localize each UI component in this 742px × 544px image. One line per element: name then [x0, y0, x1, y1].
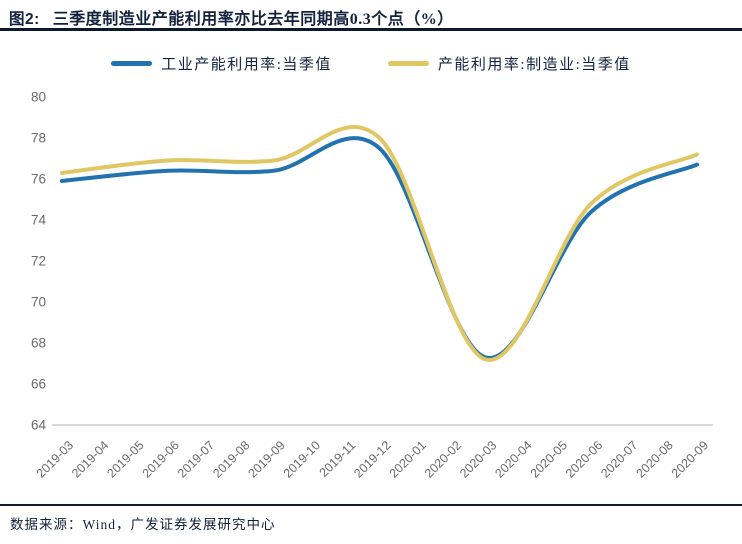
legend-item: 产能利用率:制造业:当季值 — [387, 53, 631, 74]
y-axis-tick-label: 78 — [31, 131, 46, 146]
x-axis-tick-label: 2019-07 — [175, 438, 217, 480]
capacity-utilization-line-chart: 6466687072747678802019-032019-042019-052… — [31, 90, 713, 481]
figure-title: 三季度制造业产能利用率亦比去年同期高0.3个点（%） — [52, 11, 454, 28]
legend-line-swatch — [111, 61, 153, 66]
data-source: 数据来源：Wind，广发证券发展研究中心 — [10, 517, 276, 532]
x-axis-tick-label: 2019-03 — [34, 438, 76, 480]
x-axis-tick-label: 2020-07 — [598, 438, 640, 480]
y-axis-tick-label: 68 — [31, 336, 46, 351]
footer-divider — [0, 504, 742, 506]
x-axis-tick-label: 2019-11 — [317, 438, 359, 480]
x-axis-tick-label: 2020-09 — [669, 438, 711, 480]
legend-line-swatch — [387, 61, 429, 66]
x-axis-tick-label: 2020-01 — [387, 438, 429, 480]
x-axis-tick-label: 2019-05 — [104, 438, 146, 480]
series-line — [60, 136, 699, 360]
x-axis-tick-label: 2019-12 — [351, 438, 393, 480]
x-axis-tick-label: 2020-04 — [492, 438, 534, 480]
x-axis-tick-label: 2020-08 — [633, 438, 675, 480]
legend-label: 产能利用率:制造业:当季值 — [437, 57, 631, 73]
y-axis-tick-label: 76 — [31, 172, 46, 187]
y-axis-tick-label: 74 — [31, 213, 47, 228]
y-axis-tick-label: 64 — [31, 418, 47, 433]
legend-item: 工业产能利用率:当季值 — [111, 53, 332, 74]
x-axis-tick-label: 2020-03 — [457, 438, 499, 480]
x-axis-tick-label: 2019-09 — [245, 438, 287, 480]
y-axis-tick-label: 80 — [31, 90, 46, 105]
x-axis-tick-label: 2020-02 — [422, 438, 464, 480]
x-axis-tick-label: 2019-06 — [140, 438, 182, 480]
y-axis-tick-label: 72 — [31, 254, 46, 269]
series-line — [60, 125, 699, 362]
x-axis-tick-label: 2019-10 — [281, 438, 323, 480]
chart-legend: 工业产能利用率:当季值 产能利用率:制造业:当季值 — [0, 53, 742, 74]
y-axis-tick-label: 66 — [31, 377, 46, 392]
figure-header: 图2: 三季度制造业产能利用率亦比去年同期高0.3个点（%） — [9, 5, 734, 29]
figure-number-label: 图2: — [9, 11, 40, 28]
title-divider — [0, 28, 742, 31]
x-axis-tick-label: 2020-05 — [528, 438, 570, 480]
x-axis-tick-label: 2019-04 — [69, 438, 111, 480]
y-axis-tick-label: 70 — [31, 295, 46, 310]
x-axis-tick-label: 2020-06 — [563, 438, 605, 480]
x-axis-tick-label: 2019-08 — [210, 438, 252, 480]
legend-label: 工业产能利用率:当季值 — [161, 57, 332, 73]
